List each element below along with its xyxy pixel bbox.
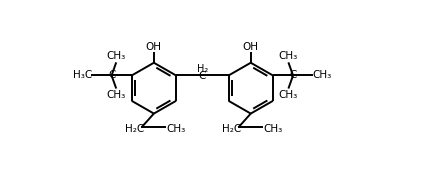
Text: H₂C: H₂C: [222, 124, 241, 134]
Text: OH: OH: [146, 42, 162, 52]
Text: C: C: [108, 70, 115, 80]
Text: H₂: H₂: [197, 64, 208, 73]
Text: C: C: [198, 71, 206, 81]
Text: OH: OH: [243, 42, 259, 52]
Text: CH₃: CH₃: [279, 90, 298, 100]
Text: H₂C: H₂C: [125, 124, 144, 134]
Text: CH₃: CH₃: [279, 51, 298, 61]
Text: CH₃: CH₃: [107, 51, 126, 61]
Text: CH₃: CH₃: [167, 124, 186, 134]
Text: H₃C: H₃C: [73, 70, 92, 80]
Text: CH₃: CH₃: [264, 124, 283, 134]
Text: C: C: [289, 70, 297, 80]
Text: CH₃: CH₃: [313, 70, 332, 80]
Text: CH₃: CH₃: [107, 90, 126, 100]
